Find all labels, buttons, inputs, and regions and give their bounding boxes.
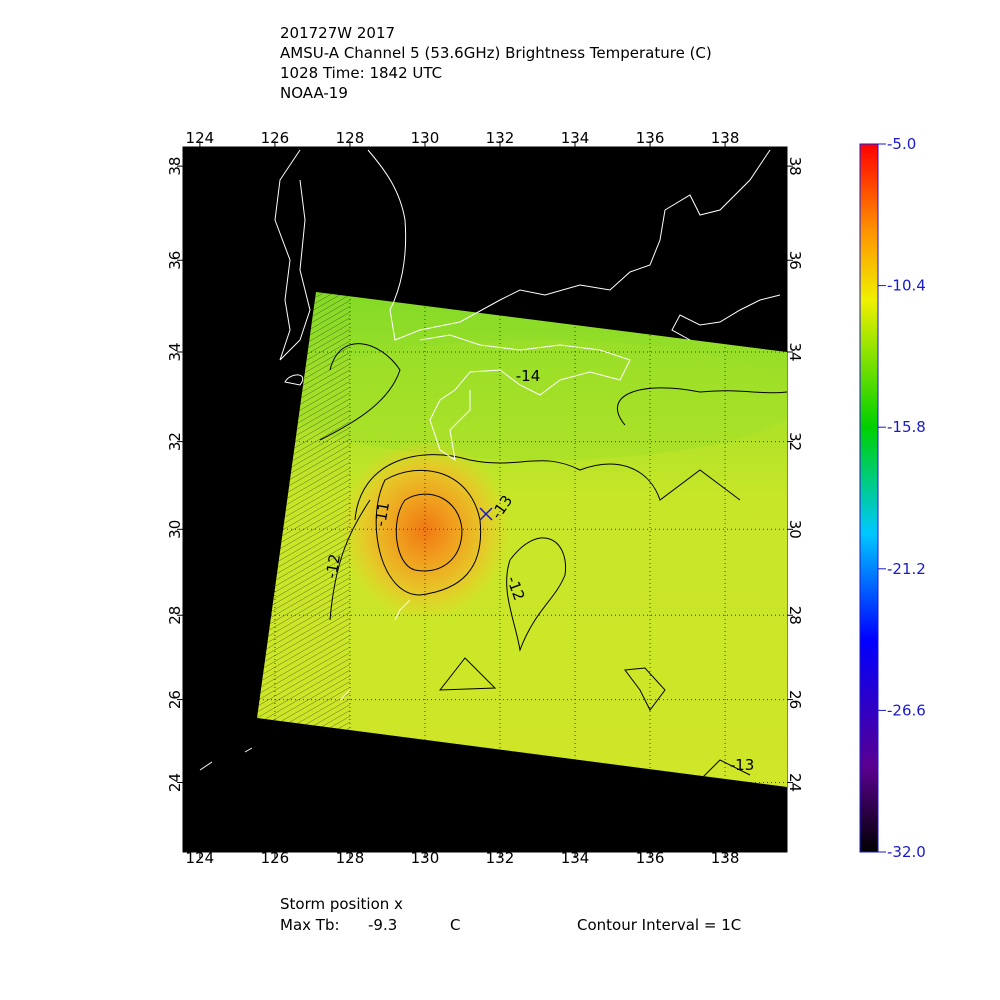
colorbar-tick-label: -15.8 [887, 418, 926, 436]
title-line: 201727W 2017 [280, 24, 395, 42]
colorbar-tick-label: -5.0 [887, 135, 916, 153]
colorbar [859, 143, 879, 853]
y-tick-label: 32 [786, 432, 804, 451]
y-tick-label: 24 [786, 773, 804, 792]
y-tick-label: 36 [166, 251, 184, 270]
contour-label: -13 [730, 756, 755, 774]
contour-label: -12 [322, 553, 344, 580]
contour-interval: Contour Interval = 1C [577, 916, 741, 934]
field-patch [280, 340, 787, 460]
y-tick-label: 36 [786, 251, 804, 270]
x-tick-label: 134 [561, 129, 590, 147]
title-line: AMSU-A Channel 5 (53.6GHz) Brightness Te… [280, 44, 712, 62]
x-tick-label: 136 [636, 129, 665, 147]
x-tick-label: 138 [711, 129, 740, 147]
y-tick-label: 30 [786, 520, 804, 539]
y-tick-label: 38 [166, 157, 184, 176]
max-tb-value: -9.3 [368, 916, 397, 934]
y-tick-label: 30 [166, 520, 184, 539]
y-tick-label: 32 [166, 432, 184, 451]
contours [319, 343, 787, 781]
colorbar-tick-label: -32.0 [887, 843, 926, 861]
y-tick-label: 34 [786, 342, 804, 361]
max-tb-label: Max Tb: [280, 916, 340, 934]
max-tb-unit: C [450, 916, 460, 934]
contour-label: -14 [516, 367, 541, 385]
colorbar-tick-label: -21.2 [887, 560, 926, 578]
y-tick-label: 26 [786, 690, 804, 709]
y-tick-label: 26 [166, 690, 184, 709]
colorbar-tick-label: -26.6 [887, 701, 926, 719]
colorbar-tick-label: -10.4 [887, 277, 926, 295]
x-tick-label: 124 [186, 129, 215, 147]
y-tick-label: 24 [166, 773, 184, 792]
y-tick-label: 28 [786, 606, 804, 625]
x-tick-label: 126 [261, 129, 290, 147]
storm-marker [479, 507, 493, 521]
y-tick-label: 28 [166, 606, 184, 625]
x-tick-label: 128 [336, 129, 365, 147]
x-tick-label: 130 [411, 129, 440, 147]
title-line: NOAA-19 [280, 84, 348, 102]
coastlines [199, 149, 781, 771]
y-tick-label: 38 [786, 157, 804, 176]
contour-label: -11 [371, 501, 393, 528]
titles: 201727W 2017 AMSU-A Channel 5 (53.6GHz) B… [280, 24, 712, 102]
x-tick-label: 132 [486, 129, 515, 147]
storm-note: Storm position x [280, 895, 403, 913]
map: -14 -13 -12 -11 -12 -13 [182, 146, 788, 853]
footer: Storm position x Max Tb: -9.3 C Contour … [280, 895, 741, 934]
title-line: 1028 Time: 1842 UTC [280, 64, 442, 82]
y-tick-label: 34 [166, 342, 184, 361]
